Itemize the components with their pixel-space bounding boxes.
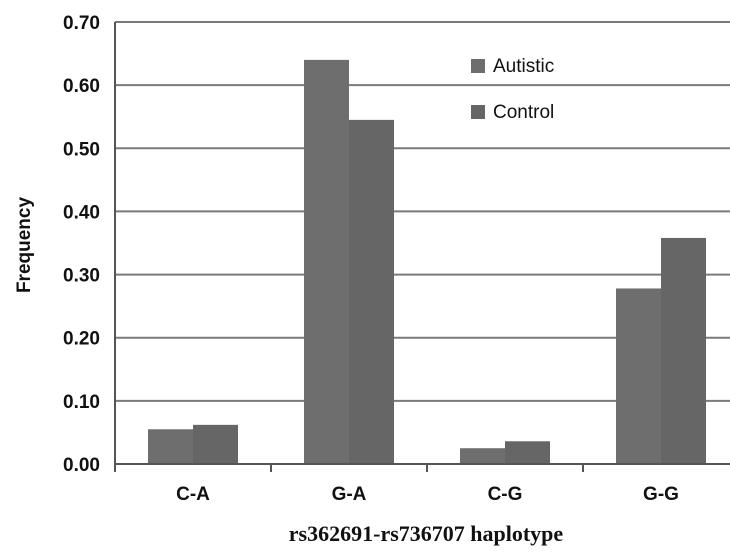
x-tick-label: G-G <box>643 484 679 505</box>
x-tick-label: G-A <box>332 484 367 505</box>
y-tick-label: 0.50 <box>63 139 100 160</box>
bar-control-g-g <box>661 237 706 464</box>
y-tick-label: 0.30 <box>63 266 100 287</box>
bar-autistic-g-a <box>304 59 349 465</box>
bars <box>148 59 706 465</box>
grid-lines <box>115 21 730 402</box>
axes <box>114 22 730 472</box>
legend-swatch-autistic <box>471 59 485 73</box>
y-tick-labels: 0.00 0.10 0.20 0.30 0.40 0.50 0.60 0.70 <box>63 13 100 476</box>
bar-autistic-g-g <box>616 288 661 464</box>
x-axis-label: rs362691-rs736707 haplotype <box>289 521 564 546</box>
legend-label-autistic: Autistic <box>493 56 554 77</box>
bar-autistic-c-g <box>460 448 505 464</box>
y-axis-label: Frequency <box>14 197 35 294</box>
y-tick-label: 0.10 <box>63 392 100 413</box>
bar-control-c-a <box>193 424 238 464</box>
y-tick-label: 0.00 <box>63 455 100 476</box>
y-tick-label: 0.70 <box>63 13 100 34</box>
x-tick-labels: C-A G-A C-G G-G <box>176 484 679 505</box>
bar-autistic-c-a <box>148 429 193 464</box>
legend-label-control: Control <box>493 102 554 123</box>
x-tick-label: C-A <box>176 484 210 505</box>
y-tick-label: 0.40 <box>63 202 100 223</box>
y-tick-label: 0.60 <box>63 76 100 97</box>
bar-control-g-a <box>349 119 394 464</box>
y-tick-label: 0.20 <box>63 329 100 350</box>
x-tick-label: C-G <box>488 484 523 505</box>
legend: Autistic Control <box>471 56 554 123</box>
bar-control-c-g <box>505 441 550 464</box>
legend-swatch-control <box>471 105 485 119</box>
